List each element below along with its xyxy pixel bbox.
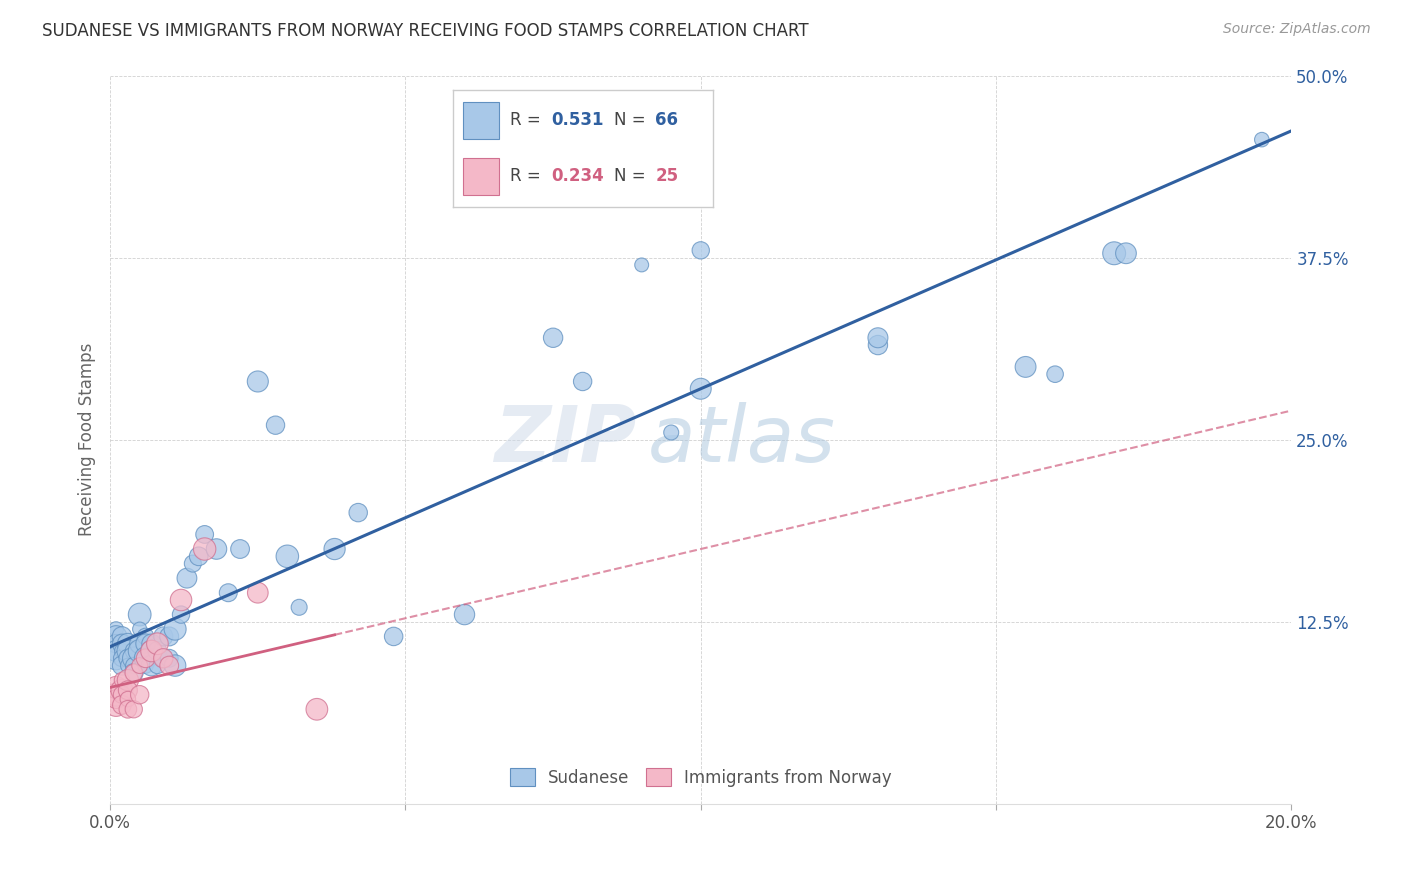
Point (571, 375, 593, 389)
Point (246, 585, 269, 599)
Point (1014, 359, 1036, 374)
Point (117, 702, 139, 716)
Point (689, 382, 711, 396)
Text: SUDANESE VS IMMIGRANTS FROM NORWAY RECEIVING FOOD STAMPS CORRELATION CHART: SUDANESE VS IMMIGRANTS FROM NORWAY RECEI… (42, 22, 808, 40)
Point (111, 651, 134, 665)
Point (146, 658, 169, 673)
Point (111, 683, 134, 698)
Point (1115, 246, 1137, 260)
Point (141, 637, 163, 651)
Point (1043, 367, 1066, 381)
Point (165, 658, 187, 673)
Point (105, 644, 128, 658)
Point (141, 658, 163, 673)
Point (135, 629, 157, 643)
Point (111, 637, 134, 651)
Point (229, 541, 252, 556)
Point (181, 557, 204, 571)
Point (117, 644, 139, 658)
Text: Source: ZipAtlas.com: Source: ZipAtlas.com (1223, 22, 1371, 37)
Point (111, 698, 134, 712)
Point (288, 600, 311, 615)
Point (105, 651, 128, 665)
Point (170, 607, 193, 622)
Point (117, 683, 139, 698)
Point (122, 665, 145, 680)
Point (117, 673, 139, 687)
Point (382, 629, 405, 643)
Point (176, 571, 198, 585)
Point (105, 698, 128, 712)
Point (128, 637, 150, 651)
Point (105, 692, 128, 706)
Point (122, 658, 145, 673)
Point (141, 644, 163, 658)
Point (157, 651, 180, 665)
Point (111, 673, 134, 687)
Point (122, 702, 145, 716)
Point (122, 665, 145, 680)
Point (541, 331, 564, 345)
Point (111, 688, 134, 702)
Point (453, 607, 475, 622)
Point (1102, 246, 1125, 260)
Point (122, 651, 145, 665)
Point (111, 658, 134, 673)
Point (347, 506, 370, 520)
Point (152, 629, 174, 643)
Point (630, 258, 652, 272)
Point (105, 629, 128, 643)
Point (117, 651, 139, 665)
Point (246, 375, 269, 389)
Point (128, 658, 150, 673)
Text: ZIP: ZIP (494, 401, 636, 478)
Point (128, 607, 150, 622)
Point (165, 622, 187, 636)
Point (157, 629, 180, 643)
Point (128, 622, 150, 636)
Point (205, 541, 228, 556)
Point (152, 651, 174, 665)
Point (659, 425, 682, 440)
Point (105, 637, 128, 651)
Point (141, 644, 163, 658)
Point (323, 541, 346, 556)
Point (128, 644, 150, 658)
Point (122, 644, 145, 658)
Point (117, 658, 139, 673)
Point (217, 585, 239, 599)
Point (111, 629, 134, 643)
Point (117, 637, 139, 651)
Point (866, 338, 889, 352)
Point (146, 644, 169, 658)
Point (264, 418, 287, 433)
Point (1250, 133, 1272, 147)
Point (194, 527, 217, 541)
Point (152, 651, 174, 665)
Point (194, 541, 217, 556)
Point (135, 637, 157, 651)
Text: atlas: atlas (648, 401, 835, 478)
Point (135, 651, 157, 665)
Point (157, 658, 180, 673)
Point (170, 593, 193, 607)
Point (689, 244, 711, 258)
Point (187, 549, 209, 564)
Point (105, 688, 128, 702)
Point (866, 331, 889, 345)
Point (276, 549, 298, 564)
Point (111, 644, 134, 658)
Point (105, 622, 128, 636)
Point (135, 651, 157, 665)
Point (135, 658, 157, 673)
Point (128, 688, 150, 702)
Y-axis label: Receiving Food Stamps: Receiving Food Stamps (79, 343, 96, 536)
Legend: Sudanese, Immigrants from Norway: Sudanese, Immigrants from Norway (502, 760, 900, 795)
Point (117, 692, 139, 706)
Point (146, 637, 169, 651)
Point (305, 702, 328, 716)
Point (105, 681, 128, 695)
